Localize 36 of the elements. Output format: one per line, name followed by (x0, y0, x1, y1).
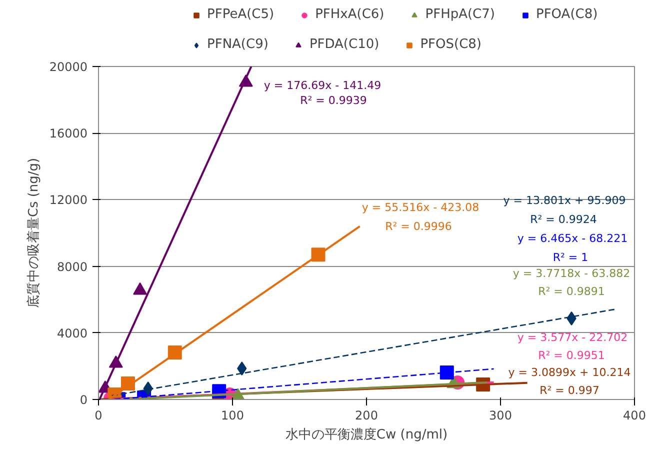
legend-label: PFOS(C8) (420, 37, 482, 52)
annotation: y = 13.801x + 95.909 (503, 194, 626, 207)
y-tick-label: 8000 (56, 260, 88, 274)
y-tick-label: 0 (80, 393, 88, 407)
annotation: y = 3.0899x + 10.214 (508, 366, 631, 379)
annotation: R² = 0.9996 (385, 220, 452, 233)
y-tick-label: 4000 (56, 326, 88, 340)
y-tick-label: 12000 (49, 193, 88, 208)
point (133, 282, 148, 295)
legend-label: PFNA(C9) (207, 37, 268, 52)
legend-label: PFHpA(C7) (425, 7, 495, 22)
annotation: R² = 0.9951 (538, 349, 605, 362)
x-tick-label: 300 (489, 408, 512, 422)
annotation: R² = 0.9891 (538, 285, 605, 298)
annotation: R² = 0.9924 (530, 213, 597, 226)
x-tick-label: 400 (623, 408, 646, 422)
x-axis-title: 水中の平衡濃度Cw (ng/ml) (285, 426, 448, 442)
x-tick-label: 200 (355, 408, 378, 422)
x-tick-label: 0 (94, 408, 102, 422)
point (440, 366, 454, 380)
x-tick-label: 100 (221, 408, 244, 422)
legend-label: PFOA(C8) (536, 7, 598, 22)
annotation: R² = 0.9939 (300, 94, 367, 107)
annotation: y = 55.516x - 423.08 (362, 201, 480, 214)
annotation: R² = 0.997 (540, 384, 600, 397)
y-tick-label: 16000 (49, 126, 88, 141)
annotation: R² = 1 (552, 251, 588, 264)
annotation: y = 176.69x - 141.49 (264, 79, 382, 92)
annotation: y = 6.465x - 68.221 (517, 232, 628, 245)
y-axis-title: 底質中の吸着量Cs (ng/g) (25, 158, 42, 308)
annotation: y = 3.577x - 22.702 (517, 331, 628, 344)
legend-label: PFHxA(C6) (315, 7, 384, 22)
legend-label: PFDA(C10) (309, 37, 380, 52)
y-tick-label: 20000 (49, 60, 88, 74)
legend-label: PFPeA(C5) (207, 7, 274, 22)
annotation: y = 3.7718x - 63.882 (512, 267, 630, 280)
